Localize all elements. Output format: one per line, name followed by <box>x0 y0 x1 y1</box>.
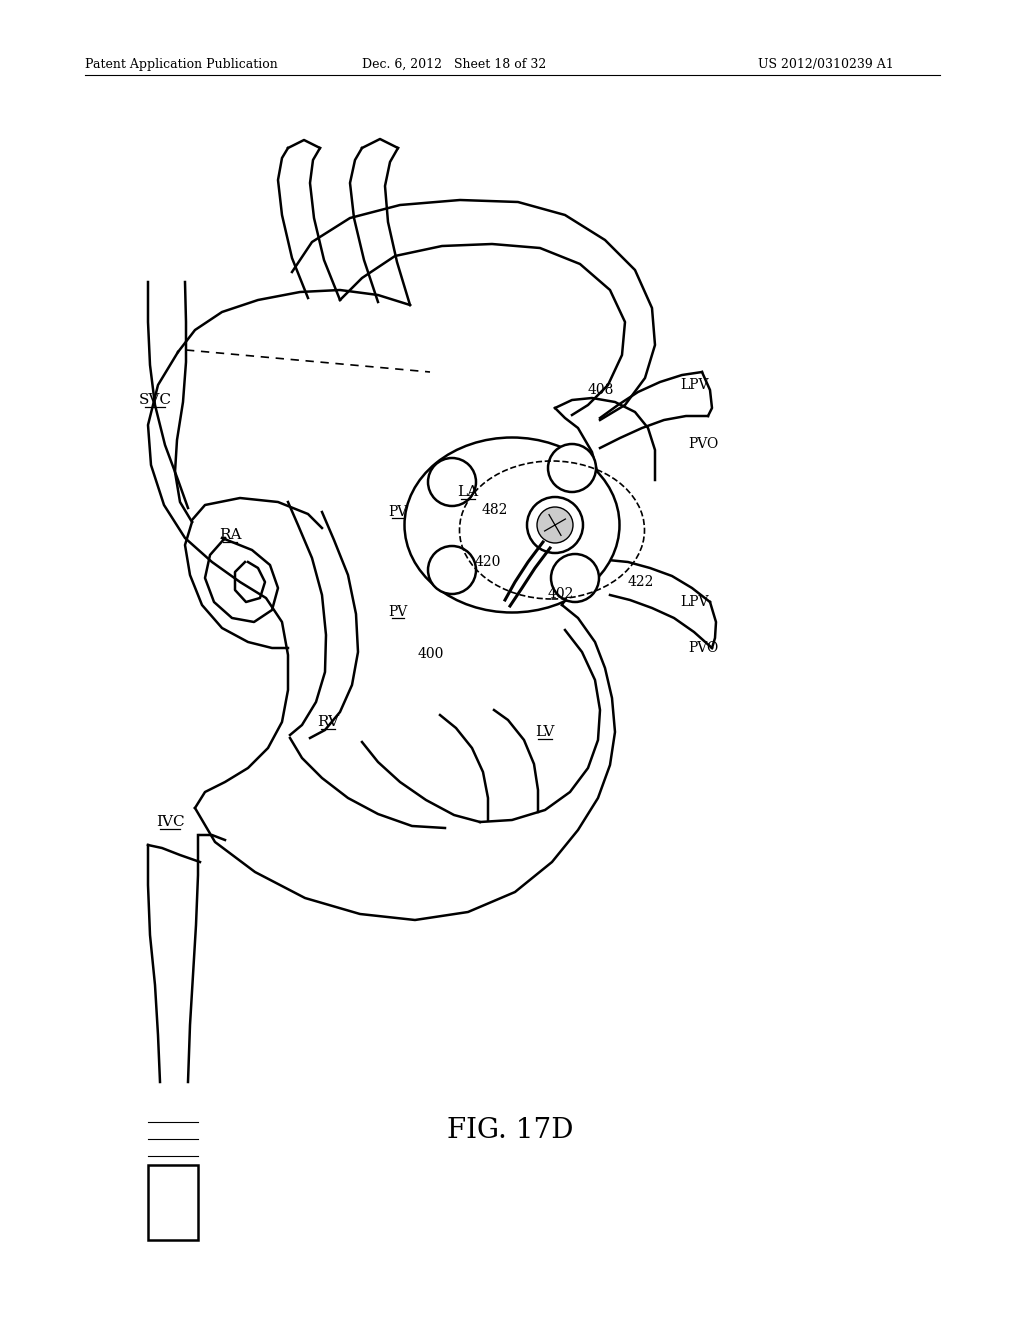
Text: LV: LV <box>536 725 555 739</box>
Text: FIG. 17D: FIG. 17D <box>446 1117 573 1143</box>
Ellipse shape <box>404 437 620 612</box>
Text: RA: RA <box>219 528 242 543</box>
Circle shape <box>428 546 476 594</box>
Text: 408: 408 <box>588 383 614 397</box>
Text: PVO: PVO <box>688 437 718 451</box>
Text: PVO: PVO <box>688 642 718 655</box>
Text: RV: RV <box>317 715 339 729</box>
Text: 422: 422 <box>628 576 654 589</box>
Text: LPV: LPV <box>680 378 709 392</box>
Text: LA: LA <box>458 484 478 499</box>
Text: US 2012/0310239 A1: US 2012/0310239 A1 <box>758 58 894 71</box>
Text: Dec. 6, 2012   Sheet 18 of 32: Dec. 6, 2012 Sheet 18 of 32 <box>362 58 546 71</box>
Text: SVC: SVC <box>138 393 171 407</box>
Text: PV: PV <box>388 605 408 619</box>
Text: PV: PV <box>388 506 408 519</box>
Text: 402: 402 <box>548 587 574 601</box>
Circle shape <box>548 444 596 492</box>
Text: 482: 482 <box>482 503 508 517</box>
Text: 420: 420 <box>475 554 502 569</box>
Circle shape <box>551 554 599 602</box>
Circle shape <box>537 507 573 543</box>
Circle shape <box>527 498 583 553</box>
Text: Patent Application Publication: Patent Application Publication <box>85 58 278 71</box>
Text: IVC: IVC <box>156 814 184 829</box>
Bar <box>148 1166 198 1239</box>
Text: LPV: LPV <box>680 595 709 609</box>
Circle shape <box>428 458 476 506</box>
Text: 400: 400 <box>418 647 444 661</box>
